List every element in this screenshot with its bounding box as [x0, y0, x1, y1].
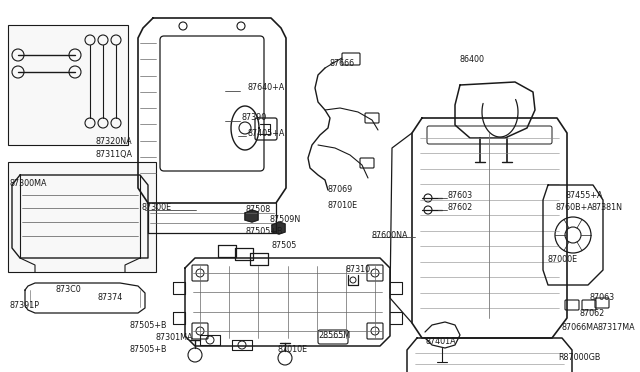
Text: 87311QA: 87311QA	[95, 151, 132, 160]
Text: 87405+A: 87405+A	[248, 128, 285, 138]
Polygon shape	[272, 222, 285, 234]
Text: 87401A: 87401A	[425, 337, 456, 346]
Text: 87455+A: 87455+A	[565, 190, 602, 199]
Text: 87317MA: 87317MA	[597, 324, 635, 333]
Text: 87508: 87508	[245, 205, 270, 215]
Text: 87010E: 87010E	[328, 201, 358, 209]
Text: 8760B+A: 8760B+A	[555, 203, 593, 212]
Bar	[8, 162, 156, 272]
Text: 87391P: 87391P	[10, 301, 40, 310]
Text: 87505+B: 87505+B	[245, 228, 282, 237]
Text: R87000GB: R87000GB	[558, 353, 600, 362]
Text: 87062: 87062	[580, 308, 605, 317]
Bar	[8, 25, 128, 145]
Text: 86400: 86400	[460, 55, 485, 64]
Text: 87300MA: 87300MA	[10, 179, 47, 187]
Text: 87010E: 87010E	[278, 346, 308, 355]
Text: 87000E: 87000E	[548, 256, 578, 264]
Text: 87320NA: 87320NA	[95, 138, 132, 147]
Text: 87505+B: 87505+B	[130, 321, 168, 330]
Text: 87600NA: 87600NA	[372, 231, 408, 240]
Polygon shape	[245, 210, 258, 222]
Text: 87066MA: 87066MA	[562, 324, 600, 333]
Text: 873C0: 873C0	[55, 285, 81, 295]
Text: 87310: 87310	[345, 266, 370, 275]
Text: 87509N: 87509N	[269, 215, 300, 224]
Text: 87666: 87666	[330, 60, 355, 68]
Text: 87300E: 87300E	[142, 202, 172, 212]
Text: 87381N: 87381N	[591, 203, 622, 212]
Text: 87505+B: 87505+B	[130, 346, 168, 355]
Text: 87069: 87069	[328, 186, 353, 195]
Text: 87603: 87603	[447, 190, 472, 199]
Text: 87390: 87390	[242, 113, 268, 122]
Text: 87602: 87602	[447, 202, 472, 212]
Text: 87640+A: 87640+A	[248, 83, 285, 93]
Text: 28565M: 28565M	[318, 330, 350, 340]
Text: 87301MA: 87301MA	[155, 334, 193, 343]
Text: 87374: 87374	[98, 294, 124, 302]
Text: 87063: 87063	[590, 294, 615, 302]
Text: 87505: 87505	[272, 241, 298, 250]
